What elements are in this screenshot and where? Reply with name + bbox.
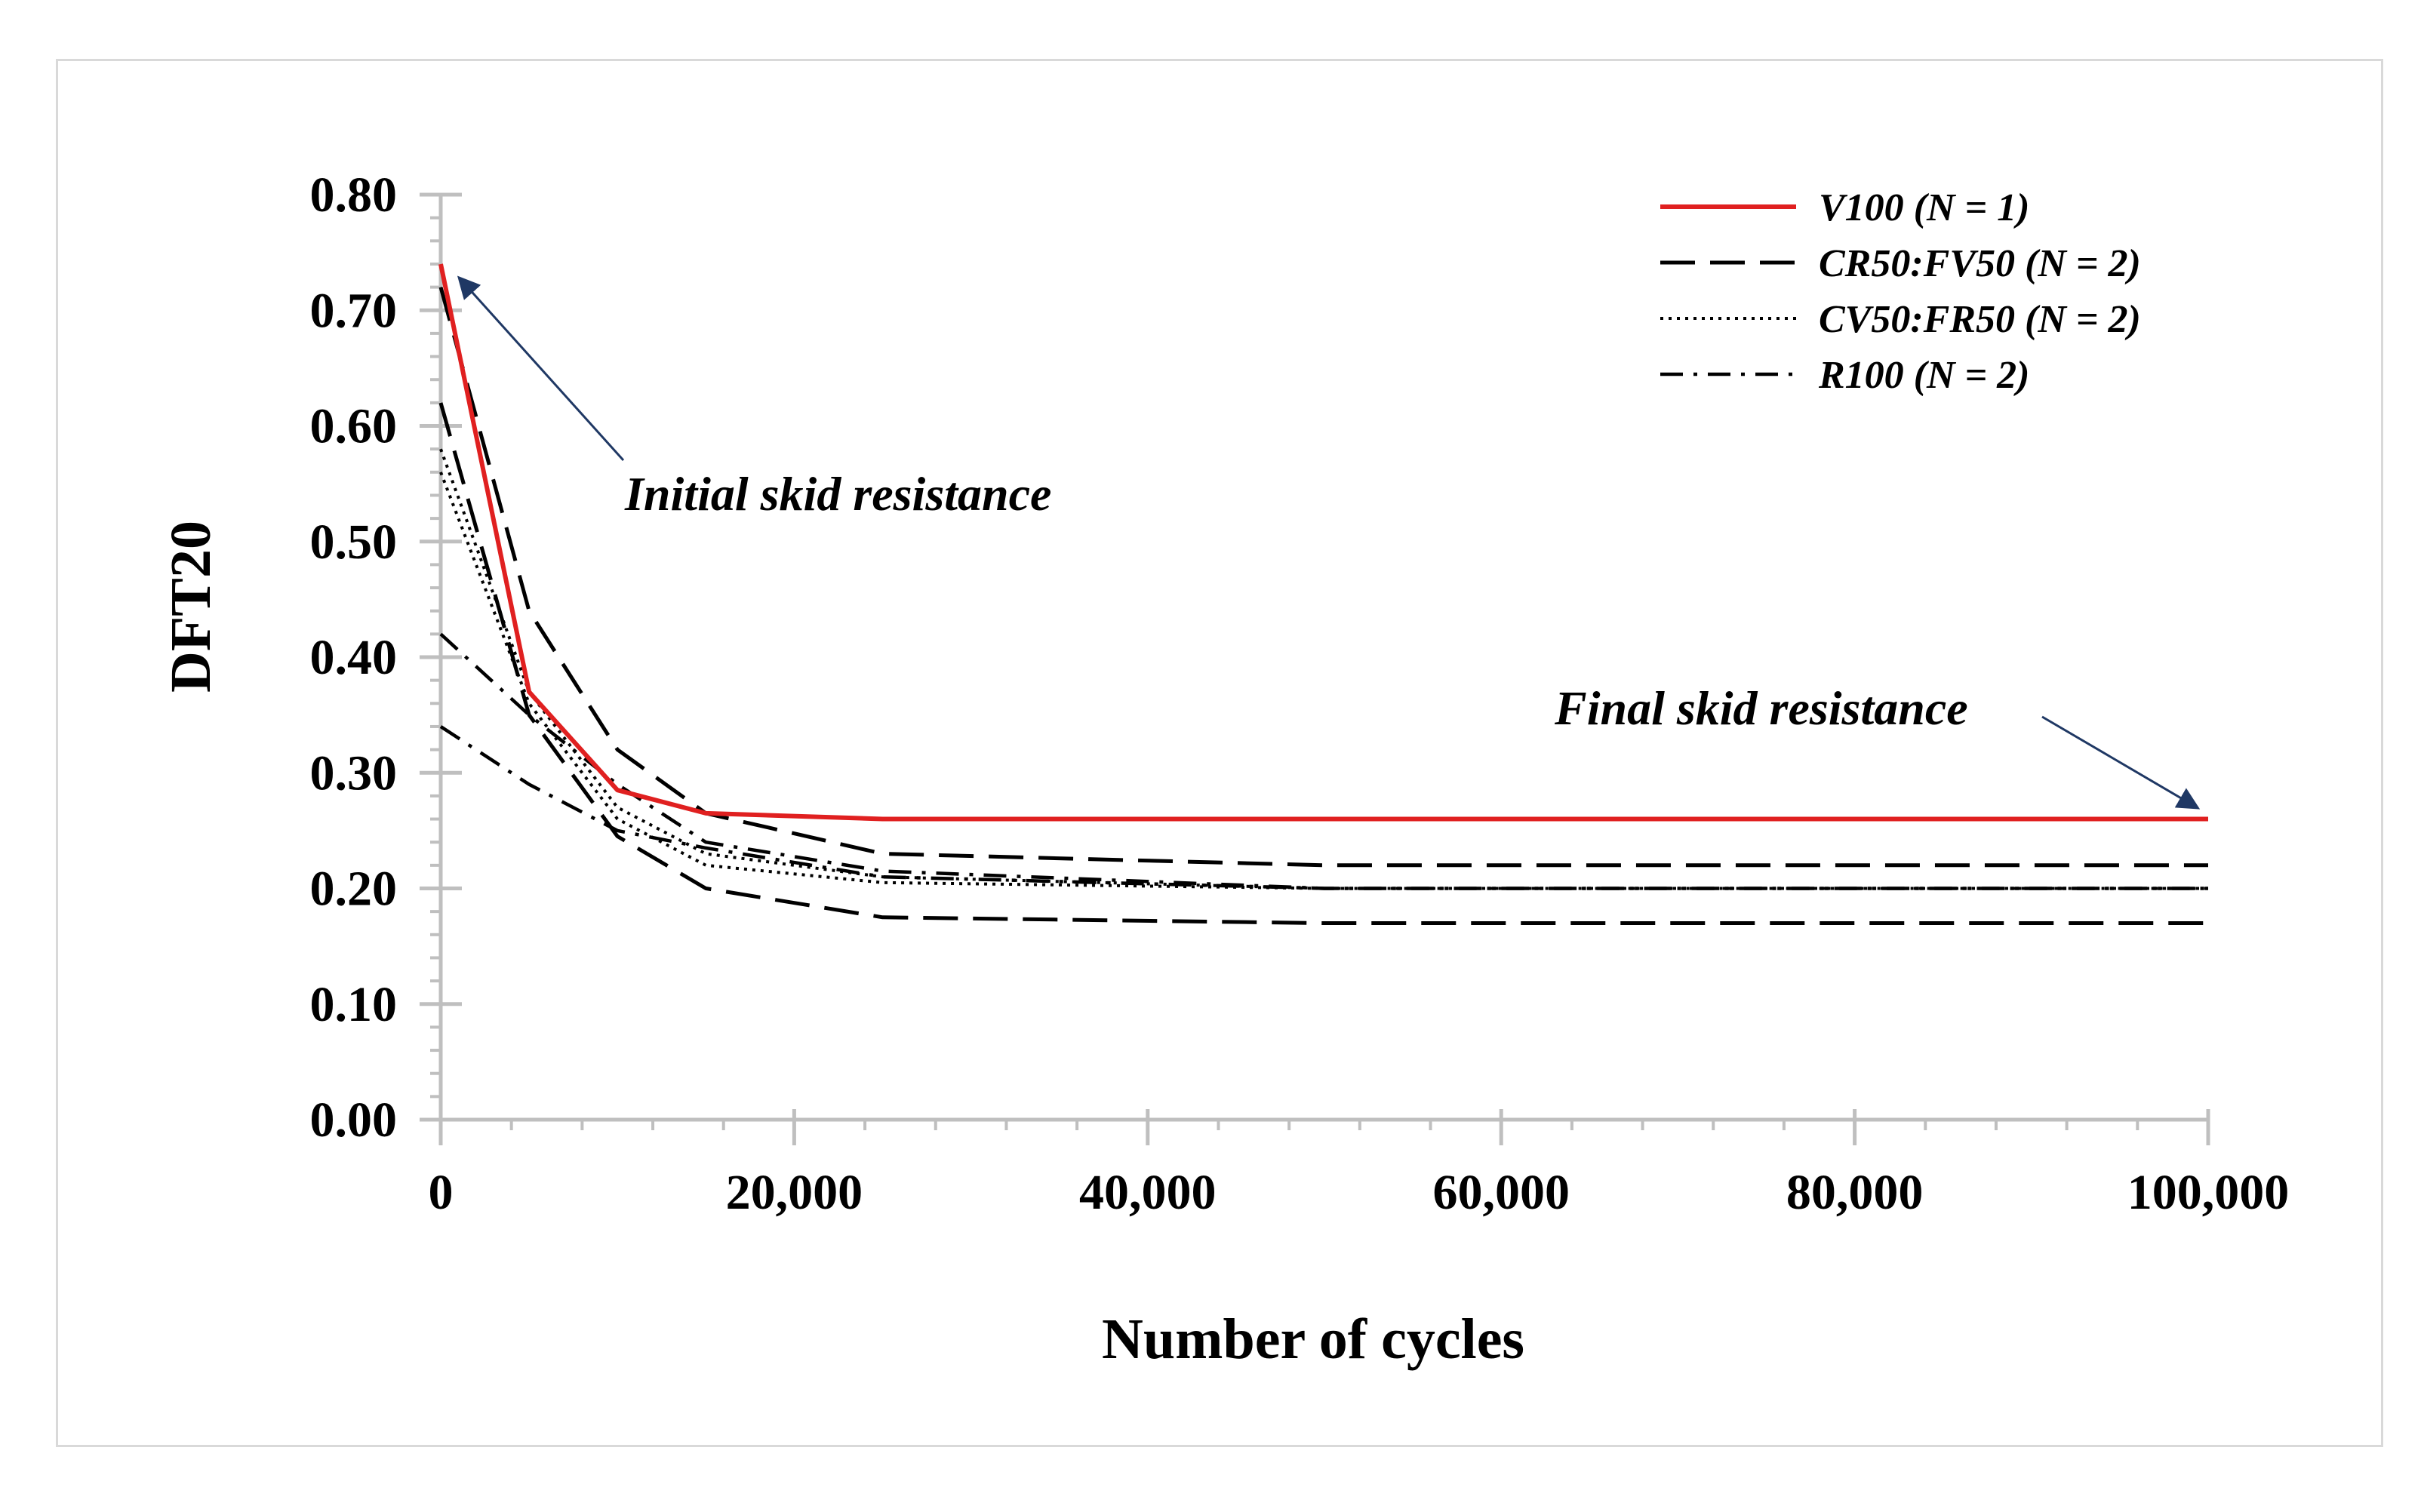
y-tick-label: 0.70 bbox=[310, 283, 398, 338]
x-tick-label: 100,000 bbox=[2127, 1165, 2290, 1220]
legend: V100 (N = 1) CR50:FV50 (N = 2) CV50:FR50 (… bbox=[1660, 186, 2141, 397]
annotation-final-skid-resistance: Final skid resistance bbox=[1554, 681, 1968, 735]
x-axis-title: Number of cycles bbox=[1102, 1308, 1524, 1371]
figure-frame bbox=[56, 59, 2383, 1447]
y-tick-label: 0.20 bbox=[310, 862, 398, 917]
y-tick-label: 0.40 bbox=[310, 630, 398, 685]
axes bbox=[420, 192, 2210, 1145]
annotation-initial-skid-resistance: Initial skid resistance bbox=[624, 467, 1051, 521]
y-tick-label: 0.50 bbox=[310, 515, 398, 570]
y-tick-label: 0.30 bbox=[310, 745, 398, 801]
series-lines bbox=[438, 263, 2208, 925]
x-tick-label: 0 bbox=[429, 1165, 454, 1220]
y-axis-title: DFT20 bbox=[159, 521, 223, 693]
legend-label: R100 (N = 2) bbox=[1818, 354, 2030, 397]
legend-label: CR50:FV50 (N = 2) bbox=[1819, 242, 2141, 285]
y-tick-label: 0.80 bbox=[310, 167, 398, 223]
x-tick-label: 80,000 bbox=[1786, 1165, 1924, 1220]
y-tick-label: 0.60 bbox=[310, 399, 398, 454]
tick-labels: 0.00 0.10 0.20 0.30 0.40 0.50 0.60 0.70 0.80 0 20,… bbox=[310, 167, 2290, 1220]
annotation-arrow-final bbox=[2041, 715, 2201, 810]
series-line-v100 bbox=[438, 263, 2208, 822]
legend-label: CV50:FR50 (N = 2) bbox=[1819, 298, 2141, 341]
series-line-r100 bbox=[439, 632, 2208, 890]
x-tick-label: 60,000 bbox=[1432, 1165, 1570, 1220]
x-tick-label: 40,000 bbox=[1079, 1165, 1217, 1220]
y-tick-label: 0.10 bbox=[310, 977, 398, 1032]
annotation-arrow-initial bbox=[457, 275, 625, 462]
x-tick-label: 20,000 bbox=[726, 1165, 863, 1220]
series-line-r100 bbox=[439, 725, 2208, 890]
series-line-cv50-fr50 bbox=[439, 472, 2208, 890]
y-tick-label: 0.00 bbox=[310, 1093, 398, 1148]
series-line-cr50-fv50 bbox=[438, 402, 2208, 925]
legend-label: V100 (N = 1) bbox=[1819, 186, 2030, 229]
